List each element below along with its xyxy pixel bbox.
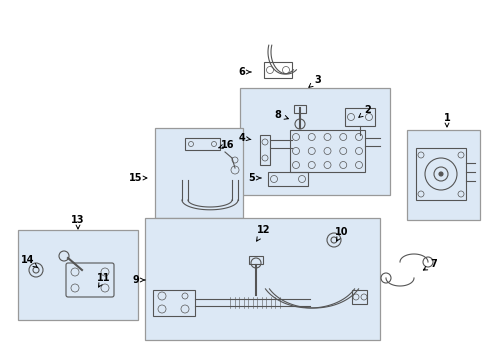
Text: 5: 5 bbox=[248, 173, 261, 183]
Bar bbox=[345, 108, 375, 126]
Bar bbox=[185, 138, 220, 150]
Text: 12: 12 bbox=[257, 225, 271, 241]
Bar bbox=[294, 105, 306, 113]
Text: 15: 15 bbox=[129, 173, 147, 183]
Text: 16: 16 bbox=[219, 140, 235, 150]
Bar bbox=[240, 88, 390, 195]
Bar bbox=[416, 148, 466, 200]
Text: 3: 3 bbox=[309, 75, 321, 87]
Text: 7: 7 bbox=[423, 259, 438, 270]
Bar bbox=[260, 135, 270, 165]
Bar bbox=[268, 172, 308, 186]
Bar bbox=[153, 290, 195, 316]
Text: 8: 8 bbox=[274, 110, 288, 120]
Bar bbox=[145, 218, 380, 340]
Text: 13: 13 bbox=[71, 215, 85, 229]
Bar bbox=[264, 62, 292, 78]
Bar bbox=[155, 128, 243, 218]
Bar bbox=[290, 130, 365, 172]
Bar bbox=[18, 230, 138, 320]
Text: 4: 4 bbox=[239, 133, 251, 143]
Text: 2: 2 bbox=[359, 105, 371, 117]
Text: 6: 6 bbox=[239, 67, 251, 77]
Text: 9: 9 bbox=[133, 275, 145, 285]
Text: 1: 1 bbox=[443, 113, 450, 127]
Bar bbox=[407, 130, 480, 220]
Bar bbox=[249, 256, 263, 264]
Circle shape bbox=[439, 172, 443, 176]
Bar bbox=[352, 290, 367, 304]
Text: 10: 10 bbox=[335, 227, 349, 241]
Text: 11: 11 bbox=[97, 273, 111, 287]
Text: 14: 14 bbox=[21, 255, 38, 268]
